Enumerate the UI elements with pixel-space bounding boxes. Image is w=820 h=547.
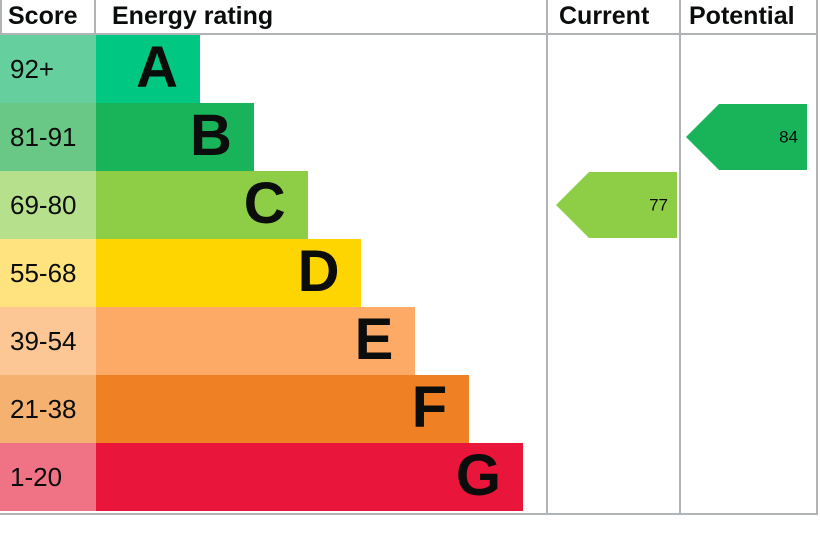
current-column-divider <box>546 0 548 515</box>
band-letter: E <box>354 307 394 372</box>
potential-column-divider <box>679 0 681 515</box>
band-letter: C <box>243 171 286 236</box>
header-potential: Potential <box>689 2 795 30</box>
band-letter: F <box>411 375 448 440</box>
band-letter: D <box>297 239 340 304</box>
score-column-divider <box>94 0 96 33</box>
score-cell-a: 92+ <box>0 35 96 103</box>
band-bar-b: B <box>96 103 254 171</box>
score-range-label: 39-54 <box>10 326 77 356</box>
band-bar-d: D <box>96 239 362 307</box>
band-bar-e: E <box>96 307 416 375</box>
score-range-label: 69-80 <box>10 190 77 220</box>
score-cell-b: 81-91 <box>0 103 96 171</box>
score-range-label: 92+ <box>10 54 55 84</box>
header-left-border <box>0 0 2 33</box>
header-bottom-border <box>0 33 818 35</box>
band-bar-g: G <box>96 443 523 511</box>
header-score: Score <box>8 2 78 30</box>
score-cell-g: 1-20 <box>0 443 96 511</box>
score-range-label: 1-20 <box>10 462 63 492</box>
current-rating-value: 77 <box>649 195 668 215</box>
band-bar-f: F <box>96 375 470 443</box>
score-cell-f: 21-38 <box>0 375 96 443</box>
score-range-label: 81-91 <box>10 122 77 152</box>
score-range-label: 55-68 <box>10 258 77 288</box>
potential-rating-value: 84 <box>779 127 798 147</box>
chart-bottom-border <box>0 513 818 515</box>
band-letter: A <box>136 35 178 100</box>
band-letter: B <box>189 103 232 168</box>
band-bar-c: C <box>96 171 308 239</box>
band-bar-a: A <box>96 35 200 103</box>
header-energy-rating: Energy rating <box>112 2 274 30</box>
potential-rating-arrow: 84 <box>686 104 807 170</box>
current-rating-arrow: 77 <box>556 172 677 238</box>
score-cell-e: 39-54 <box>0 307 96 375</box>
score-range-label: 21-38 <box>10 394 77 424</box>
right-border <box>816 0 818 515</box>
score-cell-d: 55-68 <box>0 239 96 307</box>
band-letter: G <box>455 443 501 508</box>
header-current: Current <box>559 2 650 30</box>
score-cell-c: 69-80 <box>0 171 96 239</box>
